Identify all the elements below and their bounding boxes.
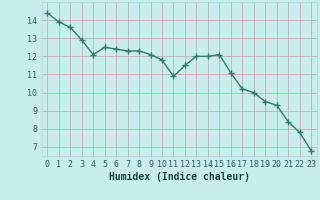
X-axis label: Humidex (Indice chaleur): Humidex (Indice chaleur) [109, 172, 250, 182]
